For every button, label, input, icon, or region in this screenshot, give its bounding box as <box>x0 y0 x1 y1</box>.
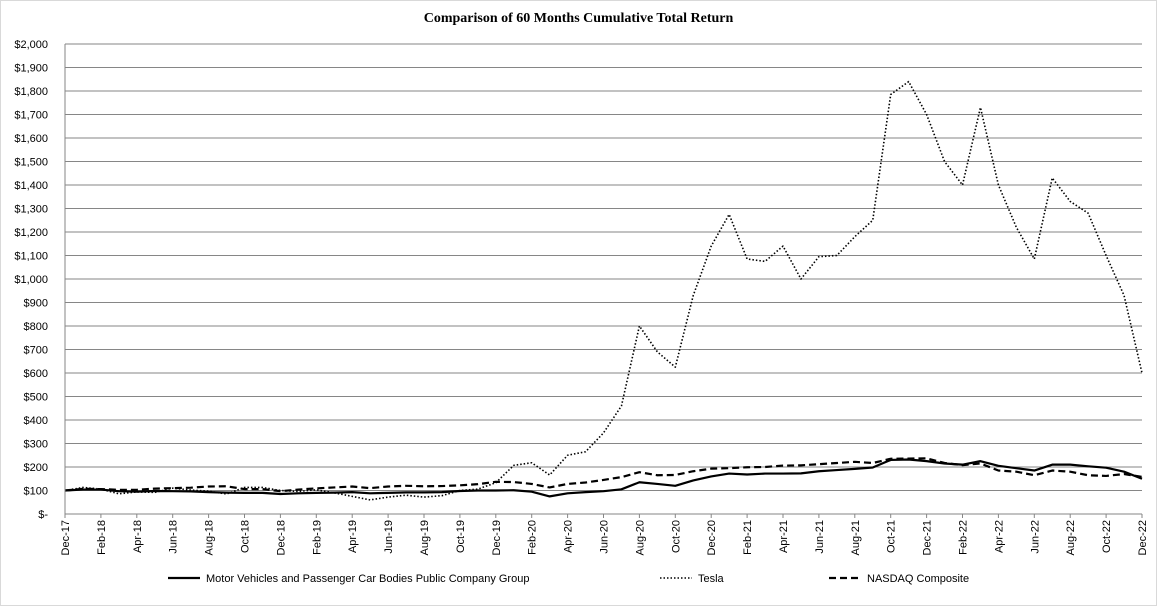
x-tick-label: Dec-21 <box>922 520 934 555</box>
y-tick-label: $1,500 <box>14 157 48 169</box>
y-tick-label: $1,600 <box>14 133 48 145</box>
y-tick-label: $1,400 <box>14 180 48 192</box>
y-tick-label: $700 <box>24 345 48 357</box>
x-tick-label: Feb-18 <box>96 520 108 555</box>
x-tick-label: Aug-21 <box>850 520 862 555</box>
x-tick-label: Oct-21 <box>886 520 898 553</box>
x-tick-label: Dec-18 <box>275 520 287 555</box>
y-tick-label: $400 <box>24 415 48 427</box>
x-tick-label: Oct-22 <box>1101 520 1113 553</box>
x-tick-label: Jun-20 <box>599 520 611 554</box>
y-tick-label: $800 <box>24 321 48 333</box>
y-tick-label: $- <box>38 509 48 521</box>
series-line-2 <box>64 80 1143 501</box>
y-tick-label: $1,100 <box>14 251 48 263</box>
y-tick-label: $600 <box>24 368 48 380</box>
x-tick-label: Dec-17 <box>60 520 72 555</box>
x-tick-label: Jun-22 <box>1029 520 1041 554</box>
y-tick-label: $1,300 <box>14 204 48 216</box>
x-tick-label: Apr-22 <box>993 520 1005 553</box>
x-tick-label: Oct-20 <box>670 520 682 553</box>
x-tick-label: Oct-18 <box>240 520 252 553</box>
x-tick-label: Aug-19 <box>419 520 431 555</box>
y-tick-label: $100 <box>24 486 48 498</box>
y-tick-label: $2,000 <box>14 39 48 51</box>
x-tick-label: Dec-20 <box>706 520 718 555</box>
x-tick-label: Apr-21 <box>778 520 790 553</box>
x-tick-label: Aug-20 <box>634 520 646 555</box>
y-tick-label: $900 <box>24 298 48 310</box>
y-tick-label: $300 <box>24 439 48 451</box>
y-tick-label: $1,900 <box>14 63 48 75</box>
legend-label-1: Motor Vehicles and Passenger Car Bodies … <box>206 573 529 585</box>
y-tick-label: $1,700 <box>14 110 48 122</box>
chart-title: Comparison of 60 Months Cumulative Total… <box>423 11 734 26</box>
x-tick-label: Feb-21 <box>742 520 754 555</box>
y-tick-label: $200 <box>24 462 48 474</box>
legend-label-3: NASDAQ Composite <box>867 573 969 585</box>
x-tick-label: Dec-22 <box>1137 520 1149 555</box>
y-tick-label: $1,800 <box>14 86 48 98</box>
y-tick-label: $1,200 <box>14 227 48 239</box>
x-tick-label: Apr-20 <box>563 520 575 553</box>
legend-label-2: Tesla <box>698 573 725 585</box>
x-tick-label: Aug-18 <box>204 520 216 555</box>
x-tick-label: Jun-19 <box>383 520 395 554</box>
x-tick-label: Jun-21 <box>814 520 826 554</box>
y-tick-label: $500 <box>24 392 48 404</box>
x-tick-label: Apr-18 <box>132 520 144 553</box>
x-tick-label: Feb-20 <box>527 520 539 555</box>
y-tick-label: $1,000 <box>14 274 48 286</box>
x-tick-label: Aug-22 <box>1065 520 1077 555</box>
x-tick-label: Feb-22 <box>958 520 970 555</box>
x-tick-label: Apr-19 <box>347 520 359 553</box>
x-tick-label: Oct-19 <box>455 520 467 553</box>
x-tick-label: Jun-18 <box>168 520 180 554</box>
x-tick-label: Dec-19 <box>491 520 503 555</box>
x-tick-label: Feb-19 <box>311 520 323 555</box>
series-line-3 <box>64 457 1143 493</box>
